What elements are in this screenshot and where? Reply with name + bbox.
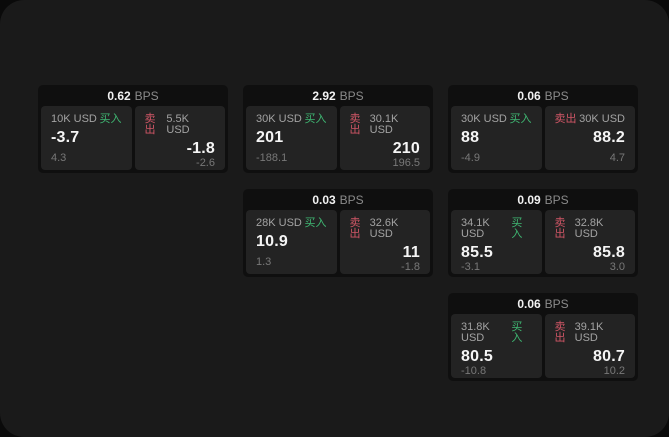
card-header: 0.09 BPS [451, 189, 635, 210]
buy-sub-value: 1.3 [256, 256, 272, 268]
sell-price: 11 [402, 244, 420, 261]
quote-panels: 34.1K USD 买入 85.5 -3.1 卖出 32.8K USD 85.8… [451, 210, 635, 274]
quote-panels: 30K USD 买入 201 -188.1 卖出 30.1K USD 210 1… [246, 106, 430, 170]
sell-side-label: 卖出 [144, 113, 156, 136]
buy-size-label: 30K USD [256, 113, 302, 125]
buy-size-label: 31.8K USD [461, 321, 490, 344]
bps-unit-label: BPS [544, 296, 569, 311]
sell-size-label: 39.1K USD [574, 321, 604, 344]
sell-price: -1.8 [186, 140, 215, 157]
bps-unit-label: BPS [339, 192, 364, 207]
bps-unit-label: BPS [544, 88, 569, 103]
quote-card-1: 0.62 BPS 10K USD 买入 -3.7 4.3 卖出 5.5K USD… [38, 85, 228, 173]
quote-card-3: 0.06 BPS 30K USD 买入 88 -4.9 卖出 30K USD 8… [448, 85, 638, 173]
buy-panel[interactable]: 30K USD 买入 201 -188.1 [246, 106, 337, 170]
buy-sub-value: 4.3 [51, 152, 67, 164]
sell-side-label: 卖出 [349, 113, 361, 136]
sell-sub-value: 3.0 [609, 260, 625, 273]
sell-size-label: 30.1K USD [369, 113, 399, 136]
buy-size-label: 28K USD [256, 217, 302, 229]
sell-sub-value: 4.7 [609, 152, 625, 164]
buy-sub-value: -4.9 [461, 152, 480, 164]
card-header: 0.06 BPS [451, 85, 635, 106]
buy-size-label: 34.1K USD [461, 217, 490, 240]
buy-price: 10.9 [256, 233, 288, 250]
card-header: 0.03 BPS [246, 189, 430, 210]
buy-price: -3.7 [51, 129, 80, 146]
quote-card-6: 0.06 BPS 31.8K USD 买入 80.5 -10.8 卖出 39.1… [448, 293, 638, 381]
sell-price: 88.2 [593, 129, 625, 146]
buy-panel[interactable]: 31.8K USD 买入 80.5 -10.8 [451, 314, 542, 378]
sell-panel[interactable]: 卖出 5.5K USD -1.8 -2.6 [134, 106, 225, 170]
buy-side-label: 买入 [304, 113, 327, 125]
buy-price: 201 [256, 129, 284, 146]
buy-price: 80.5 [461, 348, 493, 365]
sell-side-label: 卖出 [554, 113, 577, 125]
bps-value: 2.92 [312, 88, 336, 103]
card-header: 2.92 BPS [246, 85, 430, 106]
sell-panel[interactable]: 卖出 30K USD 88.2 4.7 [544, 106, 635, 170]
sell-sub-value: 10.2 [603, 364, 625, 377]
bps-value: 0.06 [517, 88, 541, 103]
buy-side-label: 买入 [511, 321, 523, 344]
buy-sub-value: -188.1 [256, 152, 288, 164]
buy-panel[interactable]: 28K USD 买入 10.9 1.3 [246, 210, 337, 274]
sell-panel[interactable]: 卖出 32.6K USD 11 -1.8 [339, 210, 430, 274]
bps-value: 0.62 [107, 88, 131, 103]
sell-sub-value: -2.6 [196, 156, 215, 169]
bps-value: 0.03 [312, 192, 336, 207]
sell-panel[interactable]: 卖出 32.8K USD 85.8 3.0 [544, 210, 635, 274]
buy-sub-value: -3.1 [461, 260, 480, 273]
sell-side-label: 卖出 [554, 217, 566, 240]
sell-price: 85.8 [593, 244, 625, 261]
bps-unit-label: BPS [339, 88, 364, 103]
buy-panel[interactable]: 10K USD 买入 -3.7 4.3 [41, 106, 132, 170]
quote-card-5: 0.09 BPS 34.1K USD 买入 85.5 -3.1 卖出 32.8K… [448, 189, 638, 277]
quote-card-2: 2.92 BPS 30K USD 买入 201 -188.1 卖出 30.1K … [243, 85, 433, 173]
sell-sub-value: -1.8 [401, 260, 420, 273]
sell-side-label: 卖出 [554, 321, 566, 344]
quote-panels: 28K USD 买入 10.9 1.3 卖出 32.6K USD 11 -1.8 [246, 210, 430, 274]
buy-price: 85.5 [461, 244, 493, 261]
buy-size-label: 30K USD [461, 113, 507, 125]
buy-panel[interactable]: 30K USD 买入 88 -4.9 [451, 106, 542, 170]
buy-side-label: 买入 [509, 113, 532, 125]
buy-side-label: 买入 [99, 113, 122, 125]
buy-panel[interactable]: 34.1K USD 买入 85.5 -3.1 [451, 210, 542, 274]
sell-size-label: 32.8K USD [574, 217, 604, 240]
quote-panels: 31.8K USD 买入 80.5 -10.8 卖出 39.1K USD 80.… [451, 314, 635, 378]
sell-side-label: 卖出 [349, 217, 361, 240]
quote-panels: 30K USD 买入 88 -4.9 卖出 30K USD 88.2 4.7 [451, 106, 635, 170]
sell-price: 80.7 [593, 348, 625, 365]
sell-panel[interactable]: 卖出 39.1K USD 80.7 10.2 [544, 314, 635, 378]
sell-panel[interactable]: 卖出 30.1K USD 210 196.5 [339, 106, 430, 170]
card-header: 0.62 BPS [41, 85, 225, 106]
sell-sub-value: 196.5 [392, 156, 420, 169]
buy-side-label: 买入 [304, 217, 327, 229]
bps-unit-label: BPS [544, 192, 569, 207]
card-header: 0.06 BPS [451, 293, 635, 314]
buy-sub-value: -10.8 [461, 364, 487, 377]
sell-size-label: 30K USD [579, 113, 625, 125]
quote-card-4: 0.03 BPS 28K USD 买入 10.9 1.3 卖出 32.6K US… [243, 189, 433, 277]
quote-panels: 10K USD 买入 -3.7 4.3 卖出 5.5K USD -1.8 -2.… [41, 106, 225, 170]
bps-unit-label: BPS [134, 88, 159, 103]
buy-price: 88 [461, 129, 480, 146]
buy-size-label: 10K USD [51, 113, 97, 125]
sell-size-label: 32.6K USD [369, 217, 399, 240]
sell-size-label: 5.5K USD [166, 113, 190, 136]
sell-price: 210 [392, 140, 420, 157]
bps-value: 0.09 [517, 192, 541, 207]
buy-side-label: 买入 [511, 217, 523, 240]
bps-value: 0.06 [517, 296, 541, 311]
